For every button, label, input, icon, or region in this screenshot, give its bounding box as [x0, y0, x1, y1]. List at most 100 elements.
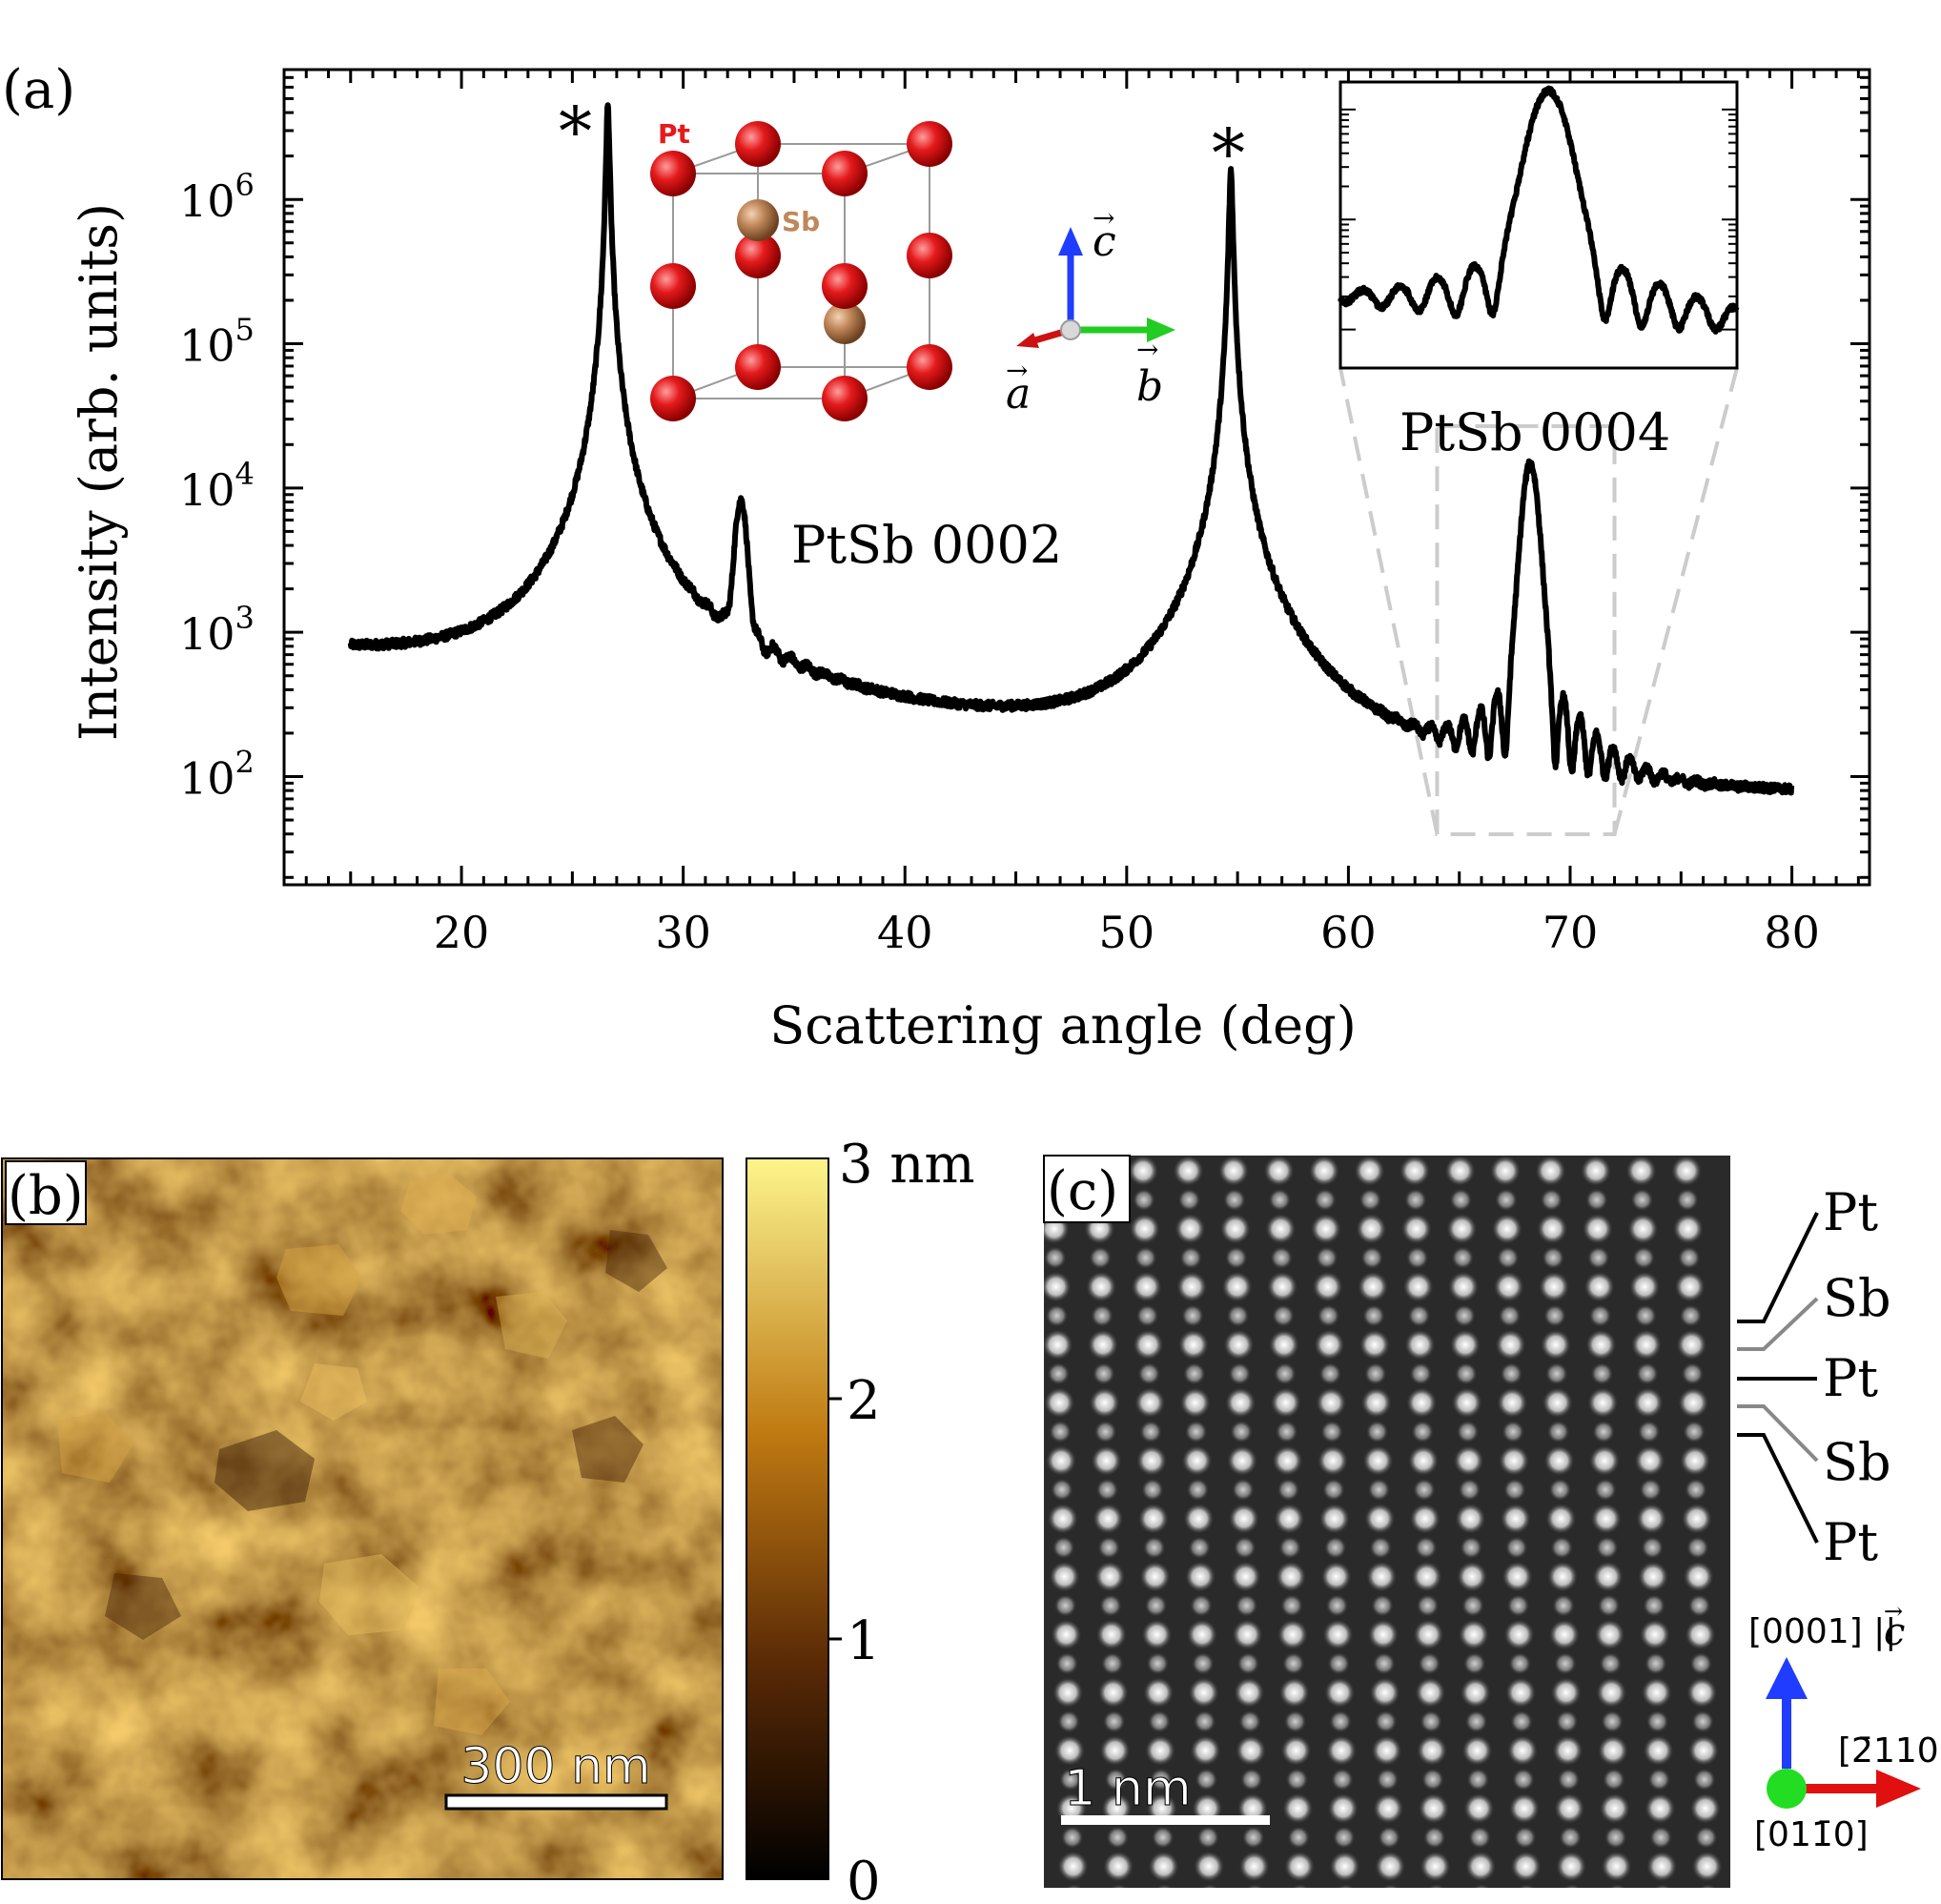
- atom-pt: [650, 376, 696, 421]
- substrate-marker-2: *: [1212, 114, 1245, 193]
- pt-atom-column: [1097, 1677, 1129, 1709]
- sb-atom-column: [1140, 1478, 1164, 1502]
- pt-atom-column: [1190, 1735, 1221, 1766]
- pt-atom-column: [1490, 1156, 1521, 1186]
- c-vector-arrow: →: [1093, 202, 1114, 234]
- zoom-inset-curve: [1338, 85, 1740, 335]
- pt-atom-column: [1643, 1735, 1674, 1766]
- pt-atom-column: [1314, 1329, 1345, 1361]
- y-tick-label: 106: [179, 167, 255, 227]
- panel-c-label-bg: [1043, 1155, 1131, 1223]
- pt-atom-column: [1691, 1851, 1723, 1882]
- pt-atom-column: [1545, 1503, 1577, 1534]
- pt-atom-column: [1683, 1561, 1714, 1592]
- pt-atom-column: [1411, 1561, 1442, 1592]
- sb-atom-column: [1595, 1536, 1619, 1560]
- pt-atom-column: [1402, 1271, 1434, 1302]
- sb-atom-column: [1376, 1768, 1400, 1791]
- pt-atom-column: [1505, 1677, 1537, 1709]
- pt-atom-column: [1276, 1561, 1307, 1592]
- layer-line-sb: [1737, 1404, 1819, 1463]
- afm-grains: [57, 1173, 667, 1735]
- sb-atom-column: [1132, 1188, 1155, 1212]
- sb-atom-column: [1177, 1188, 1201, 1212]
- atom-pt: [735, 121, 781, 167]
- pt-atom-column: [1280, 1735, 1312, 1766]
- sb-atom-column: [1196, 1826, 1220, 1850]
- sb-atom-column: [1052, 1536, 1075, 1560]
- zoom-guides: [1338, 367, 1739, 836]
- sb-atom-column: [1369, 1536, 1393, 1560]
- direction-out-label: [011̄0]: [1754, 1815, 1869, 1854]
- pt-atom-column: [1087, 1329, 1118, 1361]
- pt-atom-column: [1587, 1387, 1619, 1419]
- sb-atom-column: [1099, 1594, 1122, 1617]
- plot-frame: [282, 68, 1871, 887]
- sb-atom-column: [1586, 1246, 1610, 1270]
- x-tick-label: 40: [877, 907, 933, 958]
- pt-atom-column: [1176, 1271, 1208, 1302]
- sb-atom-column: [1412, 1478, 1436, 1502]
- pt-atom-column: [1095, 1619, 1127, 1650]
- pt-atom-column: [1542, 1387, 1573, 1419]
- sb-atom-column: [1238, 1710, 1262, 1733]
- sb-atom-column: [1645, 1710, 1669, 1733]
- sb-atom-column: [1464, 1710, 1488, 1733]
- pt-atom-column: [1539, 1271, 1570, 1302]
- sb-atom-column: [1280, 1594, 1303, 1617]
- sb-atom-column: [1420, 1710, 1443, 1733]
- direction-up-vector: c: [1884, 1610, 1905, 1654]
- direction-out-dot: [1767, 1769, 1807, 1809]
- sb-atom-column: [1142, 1536, 1166, 1560]
- sb-atom-column: [1044, 1246, 1067, 1270]
- sb-atom-column: [1687, 1594, 1711, 1617]
- pt-atom-column: [1310, 1213, 1341, 1244]
- pt-atom-column: [1495, 1329, 1526, 1361]
- panel-a: (a) 20 30 40 50 60 70 80 102 103 104 105 106 * * P…: [2, 59, 1871, 1055]
- sb-atom-column: [1224, 1246, 1248, 1270]
- pt-atom-column: [1359, 1329, 1390, 1361]
- sb-atom-column: [1461, 1594, 1484, 1617]
- sb-atom-column: [1111, 1884, 1128, 1888]
- y-tick-exponent: 5: [235, 312, 255, 348]
- sb-atom-column: [1272, 1304, 1295, 1327]
- pt-atom-column: [1601, 1851, 1632, 1882]
- pt-atom-column: [1537, 1213, 1568, 1244]
- pt-atom-column: [1634, 1445, 1665, 1476]
- direction-up-vector-arrow: →: [1884, 1598, 1903, 1625]
- zoom-guide-right: [1612, 367, 1739, 835]
- crystal-structure: Pt Sb: [650, 118, 952, 421]
- sb-atom-column: [1106, 1826, 1130, 1850]
- sb-atom-column: [1330, 1768, 1354, 1791]
- pt-atom-column: [1499, 1445, 1529, 1476]
- sb-atom-column: [1498, 1304, 1522, 1327]
- sb-atom-column: [1049, 1420, 1073, 1443]
- pt-atom-column: [1143, 1677, 1175, 1709]
- pt-atom-column: [1463, 1792, 1495, 1824]
- pt-atom-column: [1646, 1851, 1678, 1882]
- pt-atom-column: [1234, 1677, 1265, 1709]
- sb-atom-column: [1372, 1651, 1396, 1675]
- sb-atom-column: [1422, 1826, 1446, 1850]
- sb-atom-column: [1540, 1188, 1563, 1212]
- sb-atom-column: [1449, 1188, 1473, 1212]
- atom-sb: [824, 302, 866, 344]
- unit-cell-edges: [672, 143, 930, 399]
- atom-pt: [735, 233, 781, 278]
- pt-atom-column: [1221, 1271, 1253, 1302]
- a-vector-label: a: [1006, 370, 1031, 419]
- atom-sb: [737, 199, 779, 241]
- pt-atom-column: [1267, 1271, 1298, 1302]
- colorbar-tick-0: 0: [847, 1851, 881, 1904]
- pt-atom-column: [1099, 1735, 1131, 1766]
- pt-atom-column: [1583, 1271, 1615, 1302]
- sb-atom-column: [1365, 1420, 1389, 1443]
- pt-atom-column: [1500, 1503, 1531, 1534]
- sb-atom-column: [1317, 1304, 1340, 1327]
- a-axis-arrowhead: [1016, 333, 1039, 348]
- pt-atom-column: [1455, 1503, 1486, 1534]
- sb-atom-column: [1228, 1361, 1252, 1385]
- pt-atom-column: [1284, 1851, 1316, 1882]
- sb-atom-column: [1047, 1361, 1071, 1385]
- axes-origin: [1060, 319, 1081, 340]
